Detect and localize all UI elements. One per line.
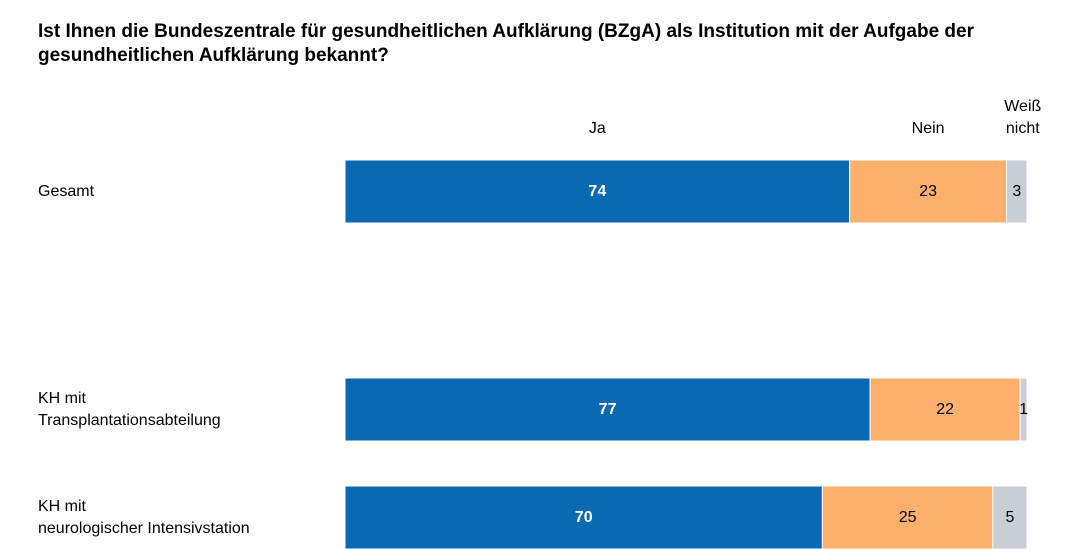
value-label: 3 bbox=[1012, 182, 1022, 200]
value-label: 25 bbox=[898, 508, 917, 526]
bar-segment bbox=[344, 377, 871, 442]
bar-segment bbox=[1006, 159, 1028, 224]
value-label: 77 bbox=[598, 400, 617, 418]
bar-segment bbox=[821, 485, 994, 549]
value-label: 5 bbox=[1005, 508, 1015, 526]
bar-segment bbox=[1019, 377, 1028, 442]
category-label: KH mit Transplantationsabteilung bbox=[38, 389, 221, 429]
value-label: 70 bbox=[574, 508, 593, 526]
legend-label: Nein bbox=[911, 120, 945, 137]
value-label: 23 bbox=[919, 182, 938, 200]
bar-segment bbox=[344, 159, 851, 224]
legend-label: Weiß nicht bbox=[1004, 98, 1042, 137]
category-label: Gesamt bbox=[38, 182, 95, 200]
value-label: 74 bbox=[588, 182, 607, 200]
category-label: KH mit neurologischer Intensivstation bbox=[38, 497, 250, 537]
chart-title: Ist Ihnen die Bundeszentrale für gesundh… bbox=[38, 21, 974, 66]
legend-label: Ja bbox=[588, 120, 606, 137]
bar-segment bbox=[992, 485, 1028, 549]
value-label: 1 bbox=[1019, 400, 1029, 418]
value-label: 22 bbox=[936, 400, 955, 418]
